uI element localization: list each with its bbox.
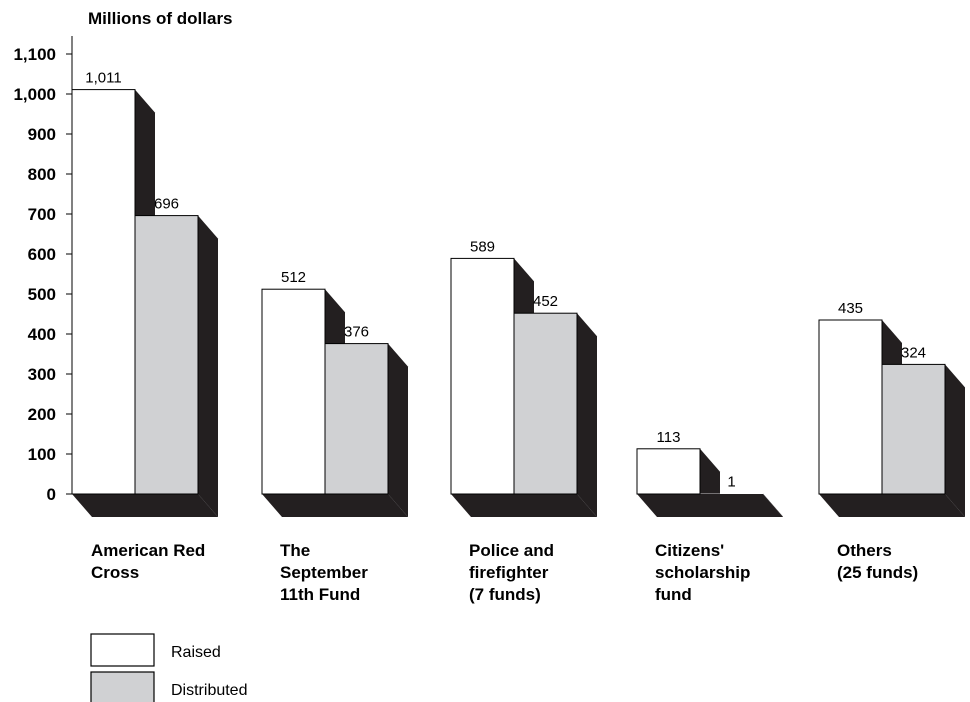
- legend-swatch-distributed: [90, 671, 155, 702]
- data-label-raised: 435: [838, 300, 863, 317]
- category-label: Others: [837, 541, 892, 560]
- y-tick-label: 300: [28, 365, 56, 384]
- y-axis: 0 100 200 300 400 500 600 700 800 900 1,000 1,100: [13, 36, 73, 504]
- y-tick-label: 400: [28, 325, 56, 344]
- y-tick-label: 600: [28, 245, 56, 264]
- y-tick-label: 700: [28, 205, 56, 224]
- bar-side-shadow-distributed: [577, 313, 597, 517]
- bar-raised: [261, 288, 326, 495]
- bars-group: 1,011 696 512 376 589 452 113 1 435 324: [71, 70, 965, 517]
- data-label-distributed: 452: [533, 293, 558, 310]
- data-label-raised: 113: [657, 429, 681, 446]
- category-label: Citizens': [655, 541, 724, 560]
- bar-distributed: [324, 343, 389, 495]
- data-label-distributed: 1: [727, 474, 735, 491]
- bar-base-shadow: [637, 494, 783, 517]
- bar-raised: [636, 448, 701, 495]
- category-label: (7 funds): [469, 585, 541, 604]
- bar-distributed: [134, 215, 199, 495]
- y-axis-unit-label: Millions of dollars: [88, 9, 233, 28]
- bar-base-shadow: [819, 494, 965, 517]
- legend: Raised Distributed: [90, 633, 247, 702]
- bar-base-shadow: [262, 494, 408, 517]
- legend-label-distributed: Distributed: [171, 682, 247, 699]
- data-label-distributed: 376: [344, 324, 369, 341]
- bar-side-shadow-raised: [325, 289, 345, 344]
- category-label: Cross: [91, 563, 139, 582]
- category-label: firefighter: [469, 563, 549, 582]
- category-label: (25 funds): [837, 563, 918, 582]
- data-label-raised: 512: [281, 269, 306, 286]
- data-label-distributed: 324: [901, 344, 926, 361]
- bar-side-shadow-distributed: [945, 364, 965, 517]
- bar-base-shadow: [451, 494, 597, 517]
- bar-side-shadow-raised: [882, 320, 902, 365]
- y-tick-label: 1,000: [13, 85, 56, 104]
- y-tick-label: 1,100: [13, 45, 56, 64]
- bar-side-shadow-raised: [135, 89, 155, 216]
- data-label-distributed: 696: [154, 196, 179, 213]
- legend-swatch-raised: [90, 633, 155, 667]
- bar-side-shadow-distributed: [763, 493, 783, 517]
- data-label-raised: 589: [470, 238, 495, 255]
- category-label: 11th Fund: [280, 585, 360, 604]
- bar-raised: [71, 89, 136, 495]
- bar-side-shadow-distributed: [198, 215, 218, 517]
- bar-distributed: [881, 363, 946, 495]
- data-label-raised: 1,011: [85, 70, 121, 87]
- bar-side-shadow-distributed: [388, 343, 408, 517]
- legend-label-raised: Raised: [171, 644, 221, 661]
- y-tick-label: 200: [28, 405, 56, 424]
- y-tick-label: 500: [28, 285, 56, 304]
- bar-raised: [450, 257, 515, 495]
- y-tick-label: 0: [47, 485, 56, 504]
- y-tick-label: 800: [28, 165, 56, 184]
- category-label: scholarship: [655, 563, 750, 582]
- category-label: Police and: [469, 541, 554, 560]
- category-label: fund: [655, 585, 692, 604]
- bar-side-shadow-raised: [514, 258, 534, 314]
- category-label: September: [280, 563, 368, 582]
- category-label: The: [280, 541, 310, 560]
- bar-side-shadow-raised: [700, 448, 720, 494]
- bar-base-shadow: [72, 494, 218, 517]
- category-labels: American Red Cross The September 11th Fund Po…: [91, 541, 918, 604]
- y-tick-label: 900: [28, 125, 56, 144]
- bar-distributed: [513, 312, 578, 495]
- category-label: American Red: [91, 541, 205, 560]
- bar-raised: [818, 319, 883, 495]
- y-tick-label: 100: [28, 445, 56, 464]
